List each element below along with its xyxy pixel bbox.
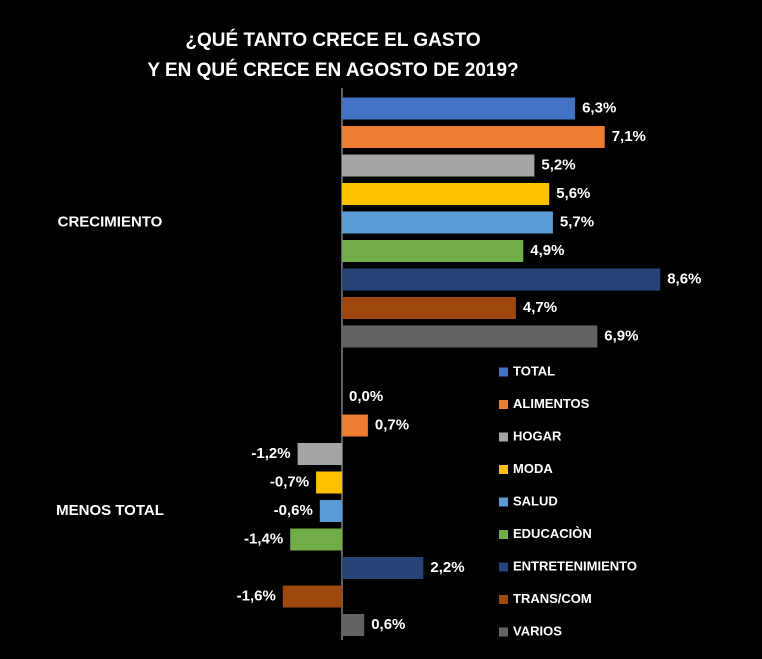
value-label: -0,7%	[270, 473, 309, 490]
bar	[342, 183, 550, 205]
legend-label: TRANS/COM	[513, 591, 592, 606]
bar	[297, 443, 342, 465]
bar	[342, 614, 365, 636]
bar	[316, 471, 342, 494]
value-label: 2,2%	[430, 559, 464, 576]
value-label: -1,2%	[251, 445, 290, 462]
legend-label: ALIMENTOS	[513, 396, 590, 411]
value-label: 0,7%	[375, 416, 409, 433]
group-label: MENOS TOTAL	[56, 502, 164, 519]
bar	[282, 585, 342, 608]
legend-swatch	[499, 400, 508, 409]
bar	[342, 268, 661, 291]
value-label: -1,4%	[244, 530, 283, 547]
legend-label: SALUD	[513, 493, 558, 508]
group-label: CRECIMIENTO	[58, 213, 163, 230]
legend-label: ENTRETENIMIENTO	[513, 558, 637, 573]
value-label: 4,7%	[523, 299, 557, 316]
chart-title: Y EN QUÉ CRECE EN AGOSTO DE 2019?	[147, 59, 518, 81]
value-label: 5,2%	[541, 156, 575, 173]
bar	[342, 414, 368, 437]
value-label: 0,6%	[371, 616, 405, 633]
legend-swatch	[499, 530, 508, 539]
legend-swatch	[499, 432, 508, 442]
bar	[342, 97, 576, 120]
value-label: 4,9%	[530, 242, 564, 259]
bar	[342, 126, 605, 148]
bar	[342, 557, 424, 579]
legend-label: VARIOS	[513, 623, 562, 638]
bar	[290, 528, 342, 551]
bar	[342, 154, 535, 177]
legend-label: EDUCACIÒN	[513, 526, 592, 541]
legend-swatch	[499, 595, 508, 604]
bar	[342, 297, 516, 319]
bar	[342, 240, 524, 262]
bar	[319, 500, 342, 522]
legend-swatch	[499, 497, 508, 507]
chart-title: ¿QUÉ TANTO CRECE EL GASTO	[185, 29, 480, 51]
value-label: 5,7%	[560, 213, 594, 230]
value-label: 0,0%	[349, 388, 383, 405]
bar	[342, 325, 598, 348]
legend-label: HOGAR	[513, 428, 562, 443]
value-label: 6,9%	[604, 327, 638, 344]
value-label: -0,6%	[274, 502, 313, 519]
legend-swatch	[499, 465, 508, 474]
value-label: -1,6%	[237, 587, 276, 604]
value-label: 6,3%	[582, 99, 616, 116]
bar	[342, 211, 553, 234]
legend-label: MODA	[513, 461, 553, 476]
value-label: 5,6%	[556, 185, 590, 202]
value-label: 8,6%	[667, 270, 701, 287]
legend-swatch	[499, 627, 508, 637]
legend-swatch	[499, 562, 508, 572]
legend-swatch	[499, 367, 508, 377]
value-label: 7,1%	[612, 128, 646, 145]
legend-label: TOTAL	[513, 363, 555, 378]
